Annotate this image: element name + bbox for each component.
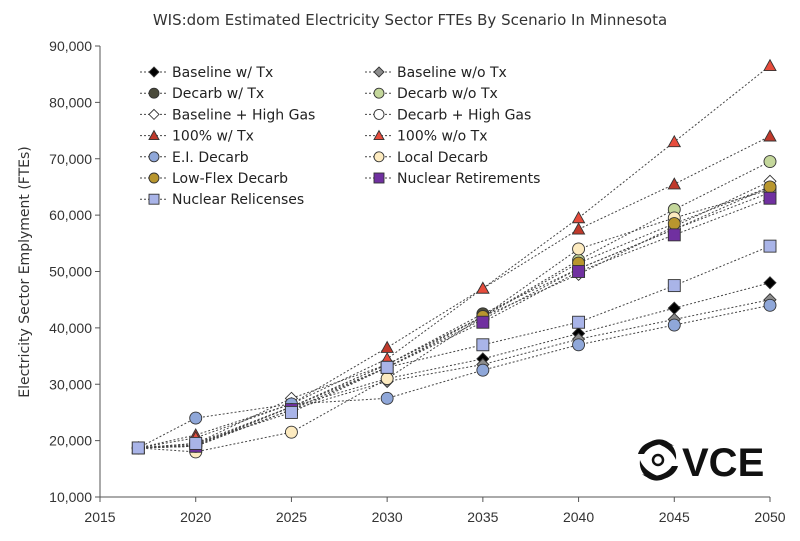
data-point — [149, 67, 159, 77]
y-tick-label: 90,000 — [49, 38, 92, 54]
y-tick-label: 60,000 — [49, 207, 92, 223]
y-tick-label: 50,000 — [49, 264, 92, 280]
data-point — [573, 339, 585, 351]
series — [138, 246, 770, 448]
data-point — [764, 277, 776, 289]
x-tick-label: 2020 — [180, 509, 211, 525]
data-point — [573, 223, 585, 234]
x-tick-label: 2045 — [659, 509, 690, 525]
data-point — [573, 243, 585, 255]
data-point — [149, 173, 159, 183]
data-point — [374, 88, 384, 98]
data-point — [381, 373, 393, 385]
data-point — [381, 392, 393, 404]
y-tick-label: 70,000 — [49, 151, 92, 167]
data-point — [764, 299, 776, 311]
legend-label: Baseline + High Gas — [172, 107, 315, 123]
vce-logo: VCE — [638, 439, 764, 485]
data-point — [477, 364, 489, 376]
legend-label: Baseline w/o Tx — [397, 65, 507, 81]
legend-label: Local Decarb — [397, 150, 488, 166]
data-point — [764, 240, 776, 252]
data-point — [149, 194, 159, 204]
y-tick-label: 20,000 — [49, 433, 92, 449]
data-point — [764, 192, 776, 204]
data-point — [764, 60, 776, 71]
legend-label: Baseline w/ Tx — [172, 65, 273, 81]
data-point — [381, 361, 393, 373]
x-tick-label: 2015 — [84, 509, 115, 525]
series-markers — [132, 294, 776, 454]
data-point — [668, 302, 680, 314]
y-tick-label: 30,000 — [49, 376, 92, 392]
x-tick-label: 2035 — [467, 509, 498, 525]
x-tick-label: 2025 — [276, 509, 307, 525]
y-axis-ticks: 10,000 20,000 30,000 40,000 50,000 60,000 70,0… — [49, 38, 100, 505]
data-point — [381, 342, 393, 353]
legend: Baseline w/ Tx Baseline w/o Tx Decarb w/ T… — [140, 65, 540, 208]
legend-label: 100% w/ Tx — [172, 129, 254, 145]
data-point — [668, 229, 680, 241]
x-tick-label: 2030 — [372, 509, 403, 525]
legend-label: Decarb + High Gas — [397, 107, 531, 123]
series-markers — [132, 181, 776, 454]
y-axis-title: Electricity Sector Emplyment (FTEs) — [17, 146, 33, 397]
x-axis-ticks: 2015 2020 2025 2030 2035 2040 2045 2050 — [84, 497, 785, 525]
data-point — [573, 212, 585, 223]
chart-title: WIS:dom Estimated Electricity Sector FTE… — [153, 11, 667, 29]
data-point — [668, 319, 680, 331]
series-markers — [132, 277, 776, 454]
data-point — [190, 412, 202, 424]
data-point — [477, 339, 489, 351]
data-point — [477, 282, 489, 293]
data-point — [374, 109, 384, 119]
legend-label: 100% w/o Tx — [397, 129, 488, 145]
data-point — [764, 130, 776, 141]
series-line — [138, 246, 770, 448]
data-point — [132, 442, 144, 454]
swirl-icon — [638, 439, 678, 480]
data-point — [764, 181, 776, 193]
data-point — [285, 426, 297, 438]
data-point — [374, 67, 384, 77]
data-point — [149, 88, 159, 98]
legend-label: Decarb w/ Tx — [172, 86, 264, 102]
data-point — [573, 266, 585, 278]
data-point — [149, 152, 159, 162]
logo-text: VCE — [682, 441, 764, 485]
legend-label: Low-Flex Decarb — [172, 171, 288, 187]
legend-label: Decarb w/o Tx — [397, 86, 498, 102]
series-markers — [132, 240, 776, 454]
y-tick-label: 10,000 — [49, 489, 92, 505]
legend-label: Nuclear Retirements — [397, 171, 540, 187]
data-point — [668, 218, 680, 230]
data-point — [190, 437, 202, 449]
legend-label: Nuclear Relicenses — [172, 192, 304, 208]
y-tick-label: 40,000 — [49, 320, 92, 336]
data-point — [285, 406, 297, 418]
data-point — [477, 316, 489, 328]
x-tick-label: 2050 — [754, 509, 785, 525]
x-tick-label: 2040 — [563, 509, 594, 525]
data-point — [374, 173, 384, 183]
y-tick-label: 80,000 — [49, 94, 92, 110]
data-point — [668, 280, 680, 292]
data-point — [149, 109, 159, 119]
data-point — [668, 136, 680, 147]
data-point — [573, 316, 585, 328]
data-point — [374, 152, 384, 162]
data-point — [764, 156, 776, 168]
data-point — [668, 178, 680, 189]
legend-label: E.I. Decarb — [172, 150, 249, 166]
